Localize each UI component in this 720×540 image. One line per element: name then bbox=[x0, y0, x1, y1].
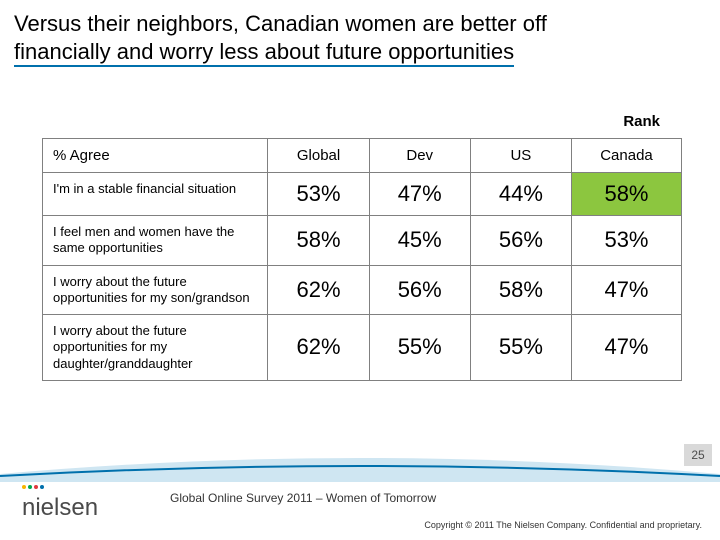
row-label: I'm in a stable financial situation bbox=[43, 173, 268, 216]
copyright-text: Copyright © 2011 The Nielsen Company. Co… bbox=[424, 520, 702, 530]
row-value: 45% bbox=[369, 216, 470, 266]
logo-dots bbox=[22, 476, 46, 494]
table-row: I'm in a stable financial situation53%47… bbox=[43, 173, 682, 216]
row-value: 47% bbox=[369, 173, 470, 216]
rank-label: Rank bbox=[623, 113, 660, 130]
table-row: I feel men and women have the same oppor… bbox=[43, 216, 682, 266]
row-value: 47% bbox=[571, 315, 681, 381]
col-header-agree: % Agree bbox=[43, 139, 268, 173]
nielsen-logo: nielsen bbox=[22, 474, 98, 522]
row-label: I worry about the future opportunities f… bbox=[43, 315, 268, 381]
data-table: % Agree Global Dev US Canada I'm in a st… bbox=[42, 138, 682, 381]
table-body: I'm in a stable financial situation53%47… bbox=[43, 173, 682, 381]
row-label: I worry about the future opportunities f… bbox=[43, 265, 268, 315]
row-value: 44% bbox=[470, 173, 571, 216]
row-value: 56% bbox=[470, 216, 571, 266]
row-value: 58% bbox=[571, 173, 681, 216]
table-header-row: % Agree Global Dev US Canada bbox=[43, 139, 682, 173]
table-row: I worry about the future opportunities f… bbox=[43, 315, 682, 381]
title-line1: Versus their neighbors, Canadian women a… bbox=[14, 11, 547, 36]
row-value: 55% bbox=[470, 315, 571, 381]
row-value: 58% bbox=[268, 216, 369, 266]
col-header-us: US bbox=[470, 139, 571, 173]
row-value: 55% bbox=[369, 315, 470, 381]
col-header-dev: Dev bbox=[369, 139, 470, 173]
table-row: I worry about the future opportunities f… bbox=[43, 265, 682, 315]
decorative-swoosh bbox=[0, 454, 720, 482]
row-value: 58% bbox=[470, 265, 571, 315]
row-value: 62% bbox=[268, 315, 369, 381]
col-header-global: Global bbox=[268, 139, 369, 173]
title-line2: financially and worry less about future … bbox=[14, 39, 514, 67]
row-value: 53% bbox=[571, 216, 681, 266]
col-header-canada: Canada bbox=[571, 139, 681, 173]
logo-text: nielsen bbox=[22, 494, 98, 521]
row-value: 62% bbox=[268, 265, 369, 315]
footer-subtitle: Global Online Survey 2011 – Women of Tom… bbox=[170, 491, 436, 505]
row-value: 47% bbox=[571, 265, 681, 315]
row-value: 56% bbox=[369, 265, 470, 315]
slide-title: Versus their neighbors, Canadian women a… bbox=[14, 10, 706, 65]
slide: Versus their neighbors, Canadian women a… bbox=[0, 0, 720, 540]
row-label: I feel men and women have the same oppor… bbox=[43, 216, 268, 266]
row-value: 53% bbox=[268, 173, 369, 216]
